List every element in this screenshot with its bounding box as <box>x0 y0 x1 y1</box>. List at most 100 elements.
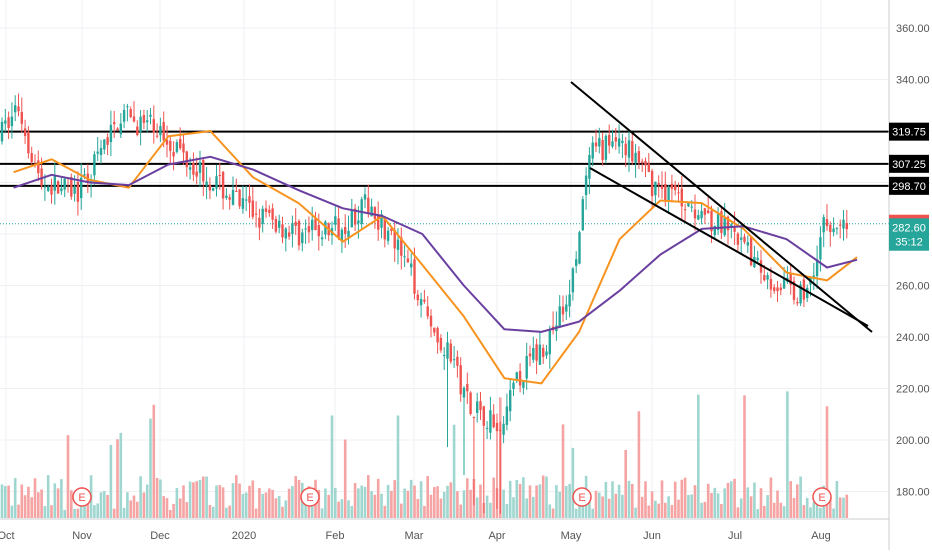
price-tick-label: 200.00 <box>896 435 930 447</box>
volume-bar <box>50 505 53 518</box>
candle-body <box>763 275 766 281</box>
candle-body <box>611 141 614 147</box>
volume-bar <box>819 507 822 518</box>
candle-body <box>225 195 228 198</box>
volume-bar <box>631 484 634 518</box>
volume-bar <box>119 432 123 518</box>
volume-bar <box>749 496 753 518</box>
moving-average-line <box>13 130 858 385</box>
volume-bar <box>697 394 700 518</box>
volume-bar <box>439 498 443 518</box>
volume-bar <box>680 479 684 518</box>
candle-body <box>624 143 627 156</box>
volume-bar <box>743 395 746 518</box>
candle-body <box>627 140 631 158</box>
volume-bar <box>565 486 568 518</box>
volume-bar <box>502 489 505 518</box>
volume-bar <box>334 488 337 518</box>
candle-body <box>842 219 845 229</box>
volume-bar <box>225 507 228 518</box>
candle-body <box>14 105 17 113</box>
volume-bar <box>558 491 561 518</box>
price-tick-label: 240.00 <box>896 332 930 344</box>
volume-bar <box>763 505 766 518</box>
volume-bar <box>185 502 189 518</box>
candle-body <box>132 116 136 122</box>
volume-bar <box>611 481 614 518</box>
volume-bar <box>515 479 519 518</box>
volume-bar <box>386 484 390 518</box>
volume-bar <box>706 483 710 518</box>
candle-body <box>779 287 782 291</box>
volume-bar <box>159 479 162 518</box>
volume-bar <box>786 391 789 518</box>
candle-body <box>545 351 548 356</box>
candle-body <box>518 371 522 386</box>
candle-body <box>769 279 773 290</box>
candle-body <box>96 151 99 154</box>
volume-bar <box>83 495 86 518</box>
candle-body <box>109 124 113 143</box>
volume-bar <box>535 485 538 518</box>
volume-bar <box>799 476 802 518</box>
candle-body <box>56 181 60 194</box>
candle-body <box>172 151 175 157</box>
volume-bar <box>637 411 641 518</box>
candle-body <box>23 128 27 137</box>
candle-body <box>604 135 608 160</box>
candle-body <box>337 218 340 239</box>
candle-body <box>584 175 588 196</box>
volume-bar <box>809 507 812 518</box>
volume-bar <box>73 508 76 518</box>
candle-body <box>182 143 185 153</box>
volume-bar <box>376 478 380 518</box>
candle-body <box>637 151 641 163</box>
candle-body <box>142 115 146 123</box>
candle-body <box>700 210 703 219</box>
candle-body <box>462 387 466 398</box>
time-tick-label: Aug <box>811 530 831 542</box>
volume-bar <box>838 497 842 518</box>
volume-bar <box>155 477 159 518</box>
volume-bar <box>522 477 525 518</box>
volume-bar <box>815 499 819 518</box>
volume-bar <box>614 493 618 518</box>
volume-bar <box>588 501 591 518</box>
volume-bar <box>469 489 472 518</box>
volume-bar <box>251 480 255 518</box>
volume-bar <box>86 498 90 518</box>
volume-bar <box>198 479 202 518</box>
volume-bar <box>753 482 756 518</box>
volume-bar <box>532 496 535 518</box>
candle-body <box>641 161 644 163</box>
candle-body <box>264 208 268 212</box>
volume-bar <box>182 485 185 518</box>
candle-body <box>466 384 469 392</box>
level-label-box <box>889 154 929 173</box>
candle-body <box>185 151 188 168</box>
volume-bar <box>594 490 598 518</box>
candle-body <box>571 268 575 293</box>
volume-bar <box>772 502 776 518</box>
candle-body <box>505 406 509 425</box>
volume-bar <box>70 490 73 518</box>
volume-bar <box>400 503 403 518</box>
candle-body <box>353 208 357 225</box>
volume-bar <box>805 497 809 518</box>
candle-body <box>406 258 410 263</box>
volume-bar <box>380 493 383 518</box>
volume-bar <box>353 483 357 518</box>
candle-body <box>522 381 525 388</box>
candle-body <box>492 414 495 428</box>
volume-bar <box>403 488 406 518</box>
candle-body <box>20 111 23 124</box>
volume-bar <box>578 503 581 518</box>
volume-bar <box>581 496 585 518</box>
volume-bar <box>264 492 268 518</box>
candle-body <box>50 185 53 195</box>
candle-body <box>73 186 76 194</box>
earnings-marker <box>572 487 592 507</box>
